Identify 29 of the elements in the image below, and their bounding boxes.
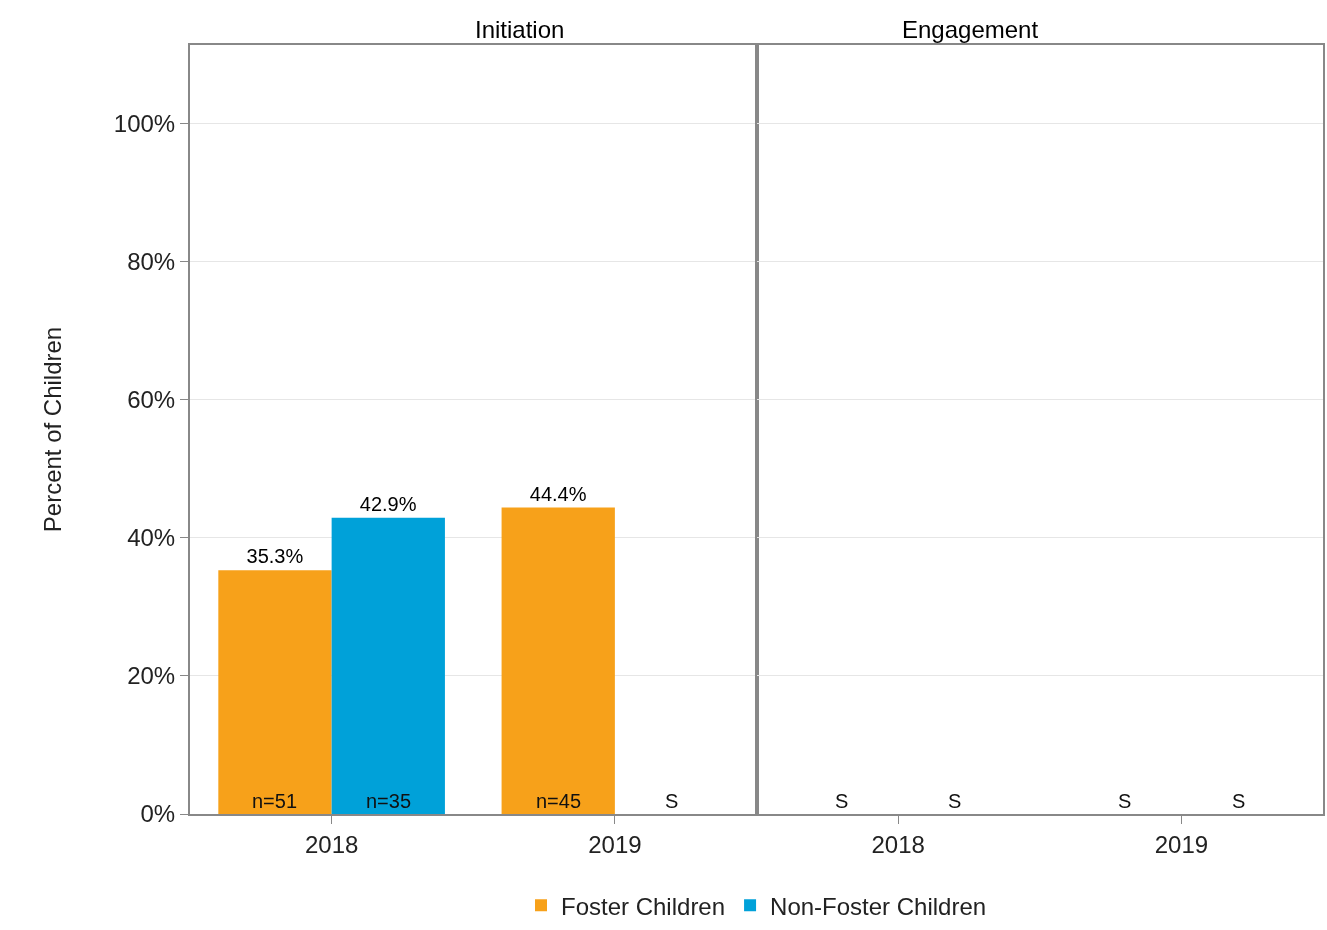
annotation: S bbox=[1118, 790, 1132, 812]
bar bbox=[501, 507, 615, 814]
y-tick-label: 60% bbox=[127, 386, 176, 414]
annotation: S bbox=[665, 790, 679, 812]
bar bbox=[331, 517, 445, 814]
y-tick-label: 40% bbox=[127, 524, 176, 552]
x-tick-label: 2019 bbox=[1154, 830, 1209, 858]
y-tick-label: 0% bbox=[140, 800, 176, 828]
chart-title: Initiation bbox=[475, 16, 565, 43]
data-label: 44.4% bbox=[529, 482, 587, 505]
annotation: n=45 bbox=[536, 790, 582, 812]
annotation: n=35 bbox=[366, 790, 412, 812]
y-tick-label: 100% bbox=[113, 110, 176, 138]
legend-label: Non-Foster Children bbox=[770, 892, 987, 920]
annotation: S bbox=[1232, 790, 1246, 812]
data-label: 42.9% bbox=[359, 492, 417, 515]
x-tick-label: 2018 bbox=[304, 830, 359, 858]
y-tick-label: 80% bbox=[127, 248, 176, 276]
legend-label: Foster Children bbox=[561, 892, 726, 920]
bar bbox=[218, 570, 332, 814]
y-axis-title: Percent of Children bbox=[39, 326, 67, 533]
annotation: S bbox=[948, 790, 962, 812]
x-tick-label: 2019 bbox=[588, 830, 642, 858]
annotation: n=51 bbox=[252, 790, 298, 812]
data-label: 35.3% bbox=[246, 545, 304, 568]
chart-title: Engagement bbox=[902, 16, 1039, 43]
annotation: S bbox=[835, 790, 849, 812]
x-tick-label: 2018 bbox=[871, 830, 925, 858]
y-tick-label: 20% bbox=[127, 662, 176, 690]
